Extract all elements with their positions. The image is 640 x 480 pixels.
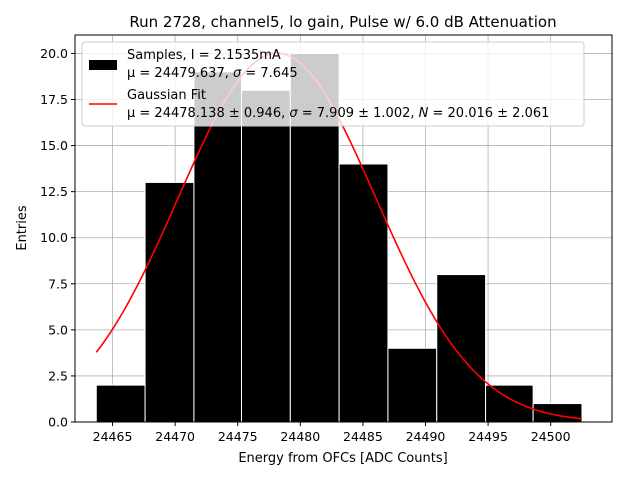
y-axis-ticks: 0.0 2.5 5.0 7.5 10.0 12.5 15.0 17.5 20.0 xyxy=(40,46,75,430)
histogram-bar xyxy=(95,384,146,423)
histogram-bar xyxy=(144,181,195,423)
y-axis-label: Entries xyxy=(15,205,30,251)
y-tick-label: 17.5 xyxy=(40,92,68,107)
histogram-bar xyxy=(532,403,583,423)
legend-fit-line2: μ = 24478.138 ± 0.946, σ = 7.909 ± 1.002… xyxy=(127,106,549,121)
chart-title: Run 2728, channel5, lo gain, Pulse w/ 6.… xyxy=(129,13,556,31)
histogram-bar xyxy=(485,384,534,423)
x-tick-label: 24470 xyxy=(155,429,195,444)
legend-box xyxy=(81,41,585,127)
legend-samples-swatch xyxy=(89,60,117,70)
histogram-bar xyxy=(193,71,242,423)
histogram-bar xyxy=(240,89,291,423)
x-axis-label: Energy from OFCs [ADC Counts] xyxy=(238,451,447,466)
y-tick-label: 5.0 xyxy=(48,322,68,337)
x-tick-label: 24485 xyxy=(343,429,383,444)
y-tick-label: 15.0 xyxy=(40,138,68,153)
x-tick-label: 24475 xyxy=(218,429,258,444)
legend: Samples, I = 2.1535mA μ = 24479.637, σ =… xyxy=(81,41,585,127)
x-tick-label: 24495 xyxy=(468,429,508,444)
y-tick-label: 2.5 xyxy=(48,368,68,383)
x-axis-ticks: 24465 24470 24475 24480 24485 24490 24495 24500 xyxy=(93,422,571,444)
y-tick-label: 20.0 xyxy=(40,46,68,61)
y-tick-label: 7.5 xyxy=(48,276,68,291)
legend-fit-line1: Gaussian Fit xyxy=(127,88,206,103)
histogram-bar xyxy=(387,347,438,423)
x-tick-label: 24500 xyxy=(531,429,571,444)
x-tick-label: 24465 xyxy=(93,429,133,444)
histogram-bar xyxy=(436,274,487,423)
y-tick-label: 0.0 xyxy=(48,415,68,430)
legend-samples-line1: Samples, I = 2.1535mA xyxy=(127,48,281,63)
x-tick-label: 24480 xyxy=(280,429,320,444)
legend-samples-line2: μ = 24479.637, σ = 7.645 xyxy=(127,66,298,81)
histogram-bar xyxy=(338,163,389,423)
plot-frame xyxy=(74,34,613,423)
y-tick-label: 10.0 xyxy=(40,230,68,245)
x-tick-label: 24490 xyxy=(406,429,446,444)
y-tick-label: 12.5 xyxy=(40,184,68,199)
